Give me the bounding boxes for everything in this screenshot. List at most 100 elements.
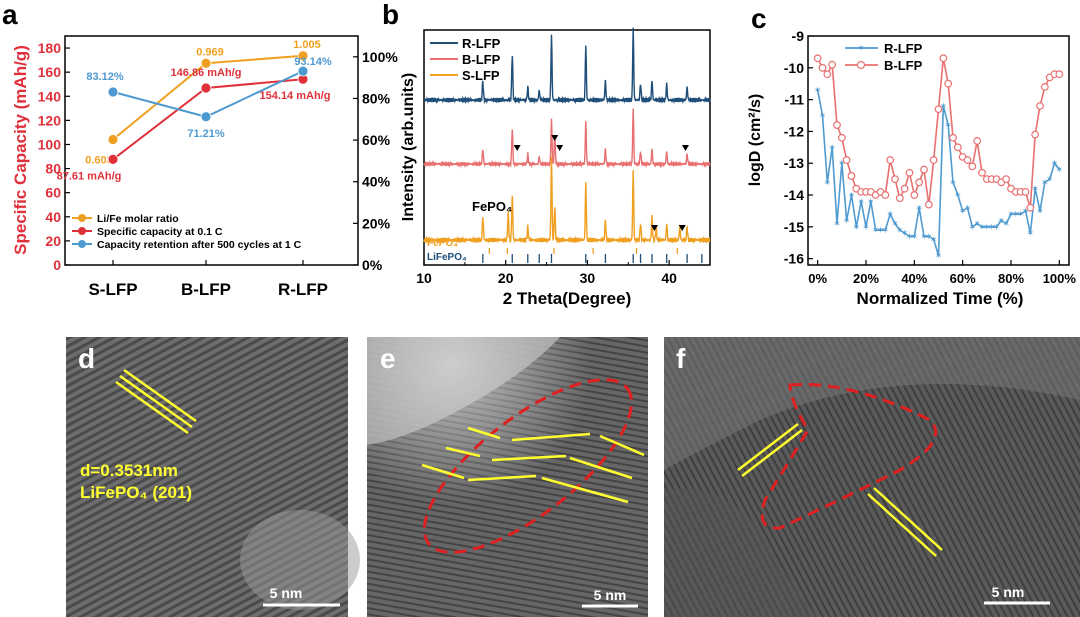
a-ytick-label: 100 — [38, 136, 62, 152]
a-y2tick-label: 100% — [362, 49, 398, 65]
a-data-label: 87.61 mAh/g — [57, 170, 122, 182]
c-xtick-label: 20% — [853, 271, 879, 286]
a-legend-label: Capacity retention after 500 cycles at 1… — [97, 239, 302, 251]
a-data-point — [107, 154, 119, 165]
plot-frame-a — [64, 35, 359, 266]
a-y2tick-label: 0% — [362, 257, 383, 273]
panel-label-f: f — [676, 343, 686, 374]
c-data-point — [968, 162, 977, 171]
a-legend-label: Li/Fe molar ratio — [97, 213, 179, 225]
c-data-point: ✶ — [814, 85, 822, 95]
a-right-axis: 0% 20% 40% 60% 80% 100% — [353, 49, 398, 273]
c-data-point: ✶ — [1031, 184, 1039, 194]
c-data-point: ✶ — [998, 215, 1006, 225]
a-xtick-label: B-LFP — [181, 280, 231, 299]
plot-frame-b — [423, 29, 711, 266]
c-data-point: ✶ — [848, 190, 856, 200]
c-data-point: ✶ — [944, 120, 952, 130]
plot-frame-c — [807, 35, 1070, 266]
c-data-point: ✶ — [1002, 219, 1010, 229]
c-legend: ✶ R-LFP B-LFP — [845, 41, 923, 73]
f-fringe-line-2 — [741, 429, 803, 477]
a-ytick-label: 40 — [45, 209, 61, 225]
a-y-axis-label: Specific Capacity (mAh/g) — [11, 45, 30, 255]
c-data-point: ✶ — [819, 111, 827, 121]
c-data-point: ✶ — [973, 219, 981, 229]
c-data-point — [939, 54, 948, 63]
e-fringe-line-8 — [467, 474, 537, 482]
c-ytick-label: -10 — [784, 60, 804, 76]
f-fringe-line-4 — [873, 487, 943, 551]
c-data-point: ✶ — [930, 235, 938, 245]
d-fringe-line-2 — [119, 374, 193, 429]
c-data-point — [842, 156, 851, 164]
b-xtick-label: 10 — [416, 270, 432, 286]
b-pattern-line — [423, 156, 711, 245]
d-edge-haze — [240, 510, 360, 610]
panel-label-a: a — [2, 0, 18, 30]
panel-e-tem-image: e 5 nm — [367, 337, 648, 617]
c-data-point — [813, 54, 822, 63]
c-ytick-label: -14 — [784, 187, 804, 203]
f-scale-label: 5 nm — [992, 584, 1025, 600]
c-data-point — [949, 133, 957, 142]
e-fringe-line-2 — [511, 432, 591, 442]
b-xtick-label: 20 — [498, 270, 514, 286]
c-data-point — [1031, 130, 1040, 139]
c-data-point: ✶ — [1036, 206, 1044, 216]
c-data-point — [1021, 187, 1030, 196]
c-data-point: ✶ — [896, 225, 904, 235]
b-peak-marker — [678, 225, 686, 231]
e-fringe-line-6 — [569, 456, 633, 480]
d-fringe-line-3 — [123, 368, 197, 423]
c-data-point: ✶ — [838, 158, 846, 168]
c-data-point: ✶ — [891, 219, 899, 229]
c-data-point — [973, 137, 982, 145]
c-xtick-label: 100% — [1043, 271, 1077, 286]
b-xtick-label: 40 — [661, 270, 677, 286]
f-particle-edge — [664, 337, 1080, 470]
a-xtick-label: S-LFP — [88, 280, 137, 299]
c-data-point: ✶ — [911, 231, 919, 241]
c-legend-marker: ✶ — [857, 43, 865, 53]
panel-d-tem-image: d d=0.3531nm LiFePO₄ (201) 5 nm — [66, 337, 360, 617]
f-lower-region — [664, 488, 820, 617]
c-data-point: ✶ — [862, 222, 870, 232]
c-xtick-label: 80% — [998, 271, 1024, 286]
c-legend-label: B-LFP — [884, 58, 923, 73]
c-data-point: ✶ — [915, 203, 923, 213]
c-data-point: ✶ — [1051, 158, 1059, 168]
c-data-point: ✶ — [920, 231, 928, 241]
a-legend-marker — [78, 227, 86, 235]
b-peak-marker — [650, 225, 658, 231]
a-legend-marker — [78, 214, 86, 222]
c-data-point — [910, 191, 919, 199]
c-data-point: ✶ — [1022, 206, 1030, 216]
c-data-point: ✶ — [1017, 209, 1025, 219]
b-x-axis-label: 2 Theta(Degree) — [503, 289, 631, 308]
c-data-point — [886, 156, 895, 164]
a-legend-label: Specific capacity at 0.1 C — [97, 226, 223, 238]
a-data-point — [107, 86, 119, 98]
c-data-point — [837, 133, 846, 142]
c-x-axis: 0% 20% 40% 60% 80% 100% — [808, 260, 1076, 286]
d-lattice-plane: LiFePO₄ (201) — [80, 483, 192, 502]
c-data-point — [828, 60, 837, 69]
a-data-label: 71.21% — [187, 128, 225, 140]
a-ytick-label: 80 — [45, 161, 61, 177]
c-xtick-label: 60% — [950, 271, 976, 286]
panel-label-b: b — [382, 0, 399, 30]
c-data-point — [929, 156, 938, 164]
c-data-point: ✶ — [925, 231, 933, 241]
b-peak-marker — [551, 135, 559, 141]
a-x-axis: S-LFP B-LFP R-LFP — [88, 260, 328, 299]
c-data-point — [833, 121, 841, 129]
c-data-point — [1055, 70, 1064, 79]
c-data-point: ✶ — [867, 196, 875, 206]
c-data-point — [1002, 175, 1011, 184]
a-data-label: 1.005 — [293, 39, 321, 51]
c-y-axis: -9 -10 -11 -12 -13 -14 -15 -16 — [784, 28, 813, 267]
a-data-point — [107, 134, 119, 145]
a-ytick-label: 140 — [38, 88, 62, 104]
